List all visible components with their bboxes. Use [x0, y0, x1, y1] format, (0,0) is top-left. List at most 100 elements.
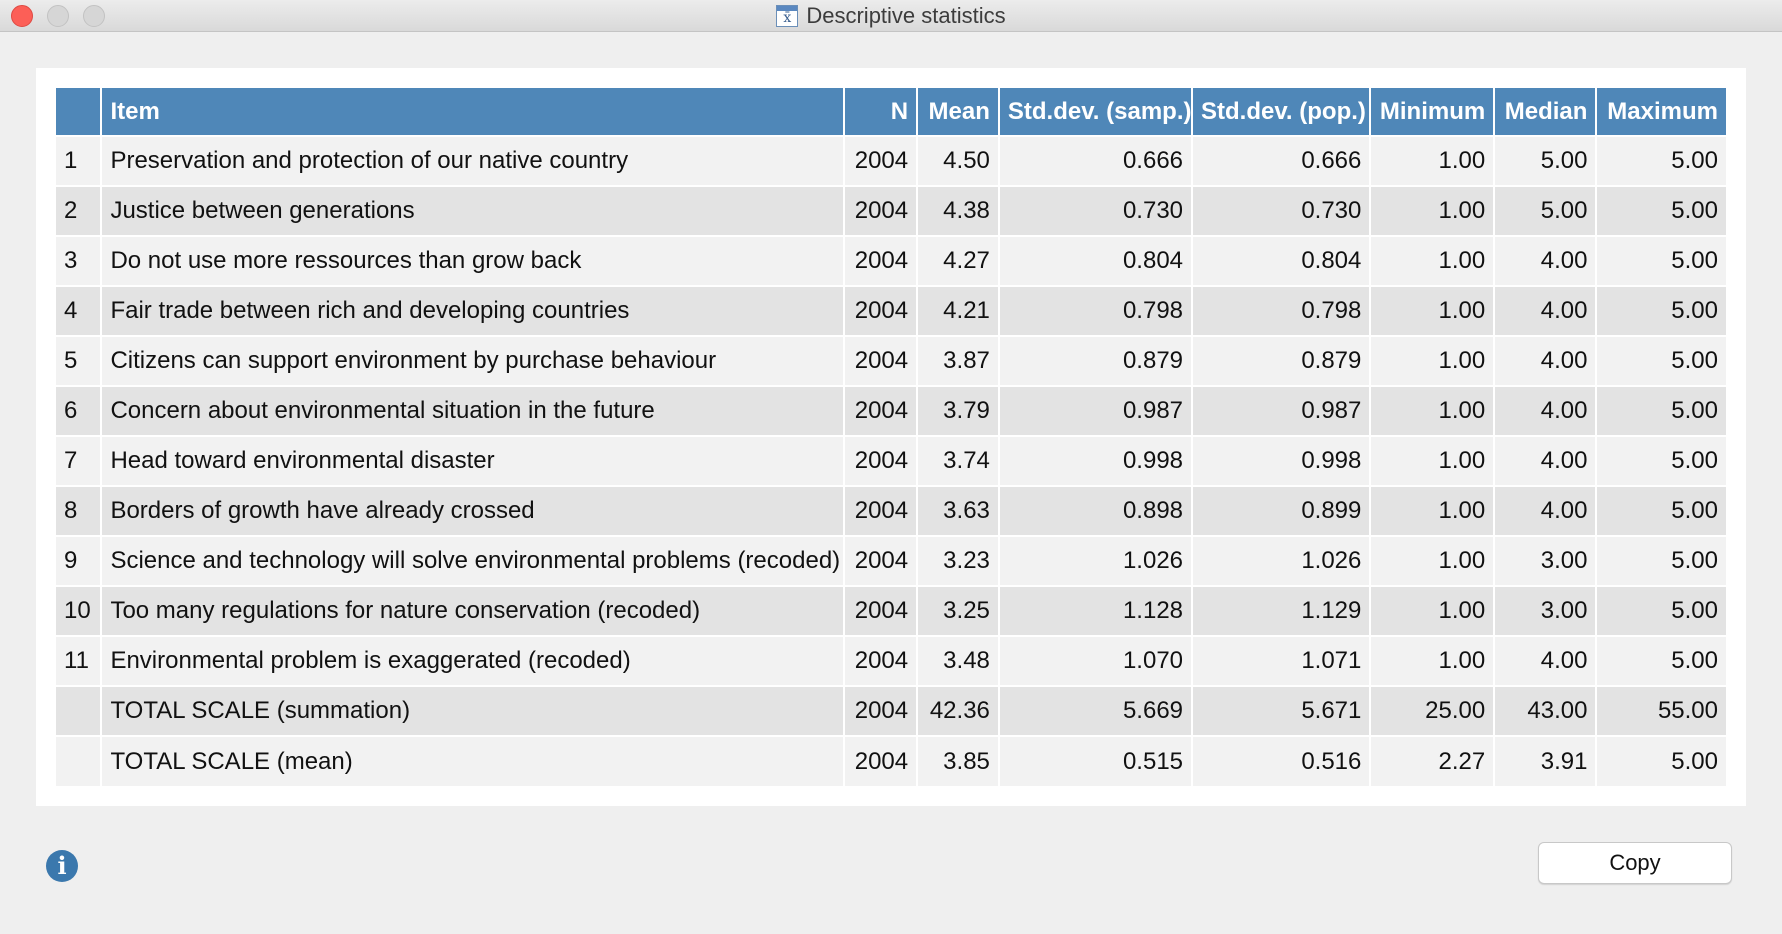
- table-row[interactable]: 6 Concern about environmental situation i…: [56, 385, 1726, 436]
- table-row[interactable]: 4 Fair trade between rich and developing …: [56, 285, 1726, 336]
- mean-cell: 3.63: [917, 485, 1000, 536]
- table-body: 1 Preservation and protection of our nati…: [56, 135, 1726, 786]
- std-dev-pop-cell: 0.987: [1192, 385, 1372, 436]
- std-dev-samp-cell: 1.026: [998, 535, 1194, 586]
- std-dev-pop-cell: 0.798: [1192, 285, 1372, 336]
- row-index-cell: 5: [56, 335, 103, 386]
- item-cell: Citizens can support environment by purc…: [101, 335, 846, 386]
- minimum-cell: 25.00: [1370, 685, 1496, 736]
- table-row[interactable]: 1 Preservation and protection of our nati…: [56, 135, 1726, 186]
- std-dev-pop-cell: 0.730: [1192, 185, 1372, 236]
- std-dev-samp-cell: 0.666: [998, 135, 1194, 186]
- maximum-header[interactable]: Maximum: [1596, 88, 1726, 136]
- mean-cell: 4.50: [917, 135, 1000, 186]
- maximum-cell: 5.00: [1596, 485, 1726, 536]
- table-header-row: Item N Mean Std.dev. (samp.) Std.dev. (pop.)…: [56, 88, 1726, 136]
- mean-cell: 4.27: [917, 235, 1000, 286]
- std-dev-pop-cell: 1.129: [1192, 585, 1372, 636]
- row-index-cell: 8: [56, 485, 103, 536]
- title-bar[interactable]: x̄ Descriptive statistics: [0, 0, 1782, 32]
- n-cell: 2004: [844, 335, 919, 386]
- mean-cell: 4.21: [917, 285, 1000, 336]
- minimum-cell: 1.00: [1370, 635, 1496, 686]
- statistics-table: Item N Mean Std.dev. (samp.) Std.dev. (pop.)…: [56, 88, 1726, 786]
- median-cell: 4.00: [1494, 435, 1598, 486]
- row-index-cell: 1: [56, 135, 103, 186]
- mean-cell: 3.25: [917, 585, 1000, 636]
- item-cell: TOTAL SCALE (summation): [101, 685, 846, 736]
- item-cell: Environmental problem is exaggerated (re…: [101, 635, 846, 686]
- maximum-cell: 55.00: [1596, 685, 1726, 736]
- median-cell: 3.91: [1494, 735, 1598, 786]
- table-row[interactable]: 7 Head toward environmental disaster 2004 3…: [56, 435, 1726, 486]
- item-cell: Head toward environmental disaster: [101, 435, 846, 486]
- std-dev-pop-cell: 1.071: [1192, 635, 1372, 686]
- maximum-cell: 5.00: [1596, 285, 1726, 336]
- maximum-cell: 5.00: [1596, 535, 1726, 586]
- std-dev-pop-header[interactable]: Std.dev. (pop.): [1192, 88, 1372, 136]
- index-header[interactable]: [56, 88, 103, 136]
- mean-cell: 42.36: [917, 685, 1000, 736]
- n-cell: 2004: [844, 735, 919, 786]
- table-row[interactable]: 8 Borders of growth have already crossed 2…: [56, 485, 1726, 536]
- mean-cell: 3.87: [917, 335, 1000, 386]
- row-index-cell: 11: [56, 635, 103, 686]
- minimum-header[interactable]: Minimum: [1370, 88, 1496, 136]
- row-index-cell: 9: [56, 535, 103, 586]
- median-cell: 4.00: [1494, 235, 1598, 286]
- n-cell: 2004: [844, 635, 919, 686]
- minimum-cell: 2.27: [1370, 735, 1496, 786]
- row-index-cell: 4: [56, 285, 103, 336]
- n-cell: 2004: [844, 585, 919, 636]
- item-cell: Fair trade between rich and developing c…: [101, 285, 846, 336]
- std-dev-pop-cell: 0.516: [1192, 735, 1372, 786]
- close-window-button[interactable]: [11, 5, 33, 27]
- table-row[interactable]: 11 Environmental problem is exaggerated (…: [56, 635, 1726, 686]
- minimum-cell: 1.00: [1370, 135, 1496, 186]
- std-dev-samp-cell: 5.669: [998, 685, 1194, 736]
- table-row[interactable]: 9 Science and technology will solve envir…: [56, 535, 1726, 586]
- table-row[interactable]: 10 Too many regulations for nature conser…: [56, 585, 1726, 636]
- maximum-cell: 5.00: [1596, 435, 1726, 486]
- n-cell: 2004: [844, 185, 919, 236]
- median-header[interactable]: Median: [1494, 88, 1598, 136]
- n-cell: 2004: [844, 535, 919, 586]
- std-dev-samp-cell: 0.998: [998, 435, 1194, 486]
- row-index-cell: 10: [56, 585, 103, 636]
- statistics-window-icon: x̄: [776, 5, 799, 27]
- n-header[interactable]: N: [844, 88, 919, 136]
- n-cell: 2004: [844, 385, 919, 436]
- std-dev-pop-cell: 5.671: [1192, 685, 1372, 736]
- table-row[interactable]: TOTAL SCALE (summation) 2004 42.36 5.669 5.6…: [56, 685, 1726, 736]
- minimum-cell: 1.00: [1370, 585, 1496, 636]
- minimize-window-button[interactable]: [47, 5, 69, 27]
- row-index-cell: 6: [56, 385, 103, 436]
- row-index-cell: 7: [56, 435, 103, 486]
- item-cell: Science and technology will solve enviro…: [101, 535, 846, 586]
- mean-header[interactable]: Mean: [917, 88, 1000, 136]
- median-cell: 5.00: [1494, 135, 1598, 186]
- table-row[interactable]: 5 Citizens can support environment by pur…: [56, 335, 1726, 386]
- std-dev-samp-header[interactable]: Std.dev. (samp.): [998, 88, 1194, 136]
- info-icon[interactable]: i: [46, 850, 78, 882]
- std-dev-samp-cell: 0.730: [998, 185, 1194, 236]
- maximize-window-button[interactable]: [83, 5, 105, 27]
- results-panel: Item N Mean Std.dev. (samp.) Std.dev. (pop.)…: [36, 68, 1746, 806]
- std-dev-samp-cell: 0.879: [998, 335, 1194, 386]
- maximum-cell: 5.00: [1596, 335, 1726, 386]
- maximum-cell: 5.00: [1596, 585, 1726, 636]
- table-row[interactable]: 2 Justice between generations 2004 4.38 0.73…: [56, 185, 1726, 236]
- row-index-cell: [56, 735, 103, 786]
- n-cell: 2004: [844, 235, 919, 286]
- std-dev-samp-cell: 0.798: [998, 285, 1194, 336]
- mean-cell: 3.85: [917, 735, 1000, 786]
- median-cell: 3.00: [1494, 535, 1598, 586]
- median-cell: 4.00: [1494, 285, 1598, 336]
- std-dev-pop-cell: 1.026: [1192, 535, 1372, 586]
- n-cell: 2004: [844, 685, 919, 736]
- std-dev-samp-cell: 0.804: [998, 235, 1194, 286]
- table-row[interactable]: 3 Do not use more ressources than grow ba…: [56, 235, 1726, 286]
- table-row[interactable]: TOTAL SCALE (mean) 2004 3.85 0.515 0.516 2.27…: [56, 735, 1726, 786]
- copy-button[interactable]: Copy: [1538, 842, 1732, 884]
- item-header[interactable]: Item: [101, 88, 846, 136]
